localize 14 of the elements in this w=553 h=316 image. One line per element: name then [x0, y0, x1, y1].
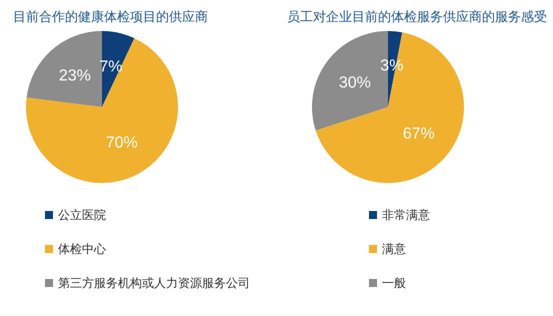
legend-label: 体检中心	[58, 242, 106, 256]
data-label: 3%	[380, 58, 404, 75]
data-label: 7%	[99, 58, 123, 76]
legend-label: 公立医院	[58, 208, 106, 222]
legend-label: 第三方服务机构或人力资源服务公司	[58, 276, 250, 290]
legend-label: 一般	[382, 276, 406, 290]
chart-title: 员工对企业目前的体检服务供应商的服务感受	[287, 9, 547, 25]
chart-title: 目前合作的健康体检项目的供应商	[13, 9, 208, 25]
data-label: 70%	[106, 134, 138, 152]
legend-label: 非常满意	[382, 208, 430, 222]
legend-label: 满意	[382, 242, 406, 256]
data-label: 30%	[338, 74, 371, 92]
data-label: 67%	[402, 126, 435, 143]
data-label: 23%	[58, 68, 91, 85]
